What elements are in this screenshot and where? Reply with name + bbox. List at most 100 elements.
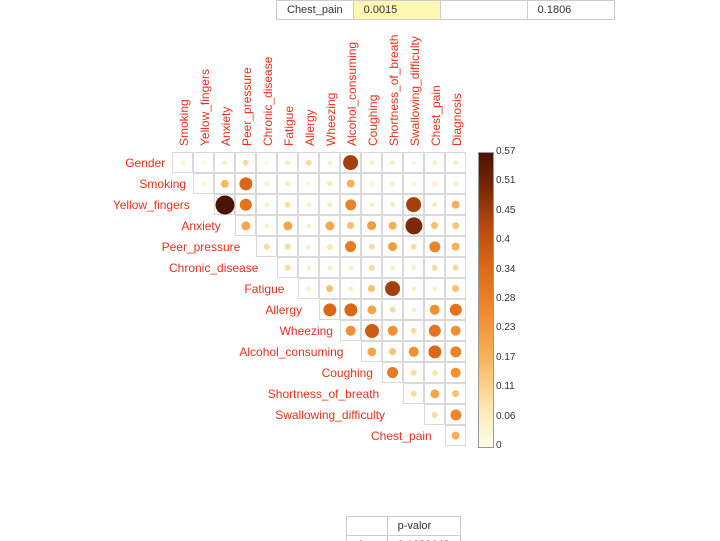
colorbar-tick: 0.11 bbox=[496, 381, 515, 392]
correlation-dot bbox=[452, 390, 460, 398]
correlation-dot bbox=[215, 195, 234, 214]
row-label: Yellow_fingers bbox=[113, 198, 190, 212]
top-cell-0: 0.0015 bbox=[353, 1, 440, 20]
col-label: Chest_pain bbox=[429, 85, 443, 146]
correlation-dot bbox=[284, 243, 291, 250]
row-label: Anxiety bbox=[181, 219, 220, 233]
correlation-dot bbox=[411, 265, 417, 271]
correlation-dot bbox=[285, 181, 291, 187]
top-cell-1 bbox=[440, 1, 527, 20]
correlation-dot bbox=[388, 242, 398, 252]
top-pvalue-row: Chest_pain 0.0015 0.1806 bbox=[276, 0, 615, 20]
correlation-dot bbox=[368, 243, 375, 250]
correlation-dot bbox=[410, 390, 417, 397]
correlation-dot bbox=[368, 285, 376, 293]
correlation-dot bbox=[264, 160, 269, 165]
correlation-dot bbox=[451, 200, 460, 209]
bottom-header: p-valor bbox=[387, 517, 460, 536]
col-label: Shortness_of_breath bbox=[387, 35, 401, 146]
row-label: Coughing bbox=[322, 366, 373, 380]
correlation-dot bbox=[453, 160, 459, 166]
bottom-row-label: Age bbox=[347, 536, 388, 541]
colorbar-tick: 0.28 bbox=[496, 293, 515, 304]
col-label: Anxiety bbox=[219, 107, 233, 146]
correlation-dot bbox=[410, 243, 417, 250]
row-label: Swallowing_difficulty bbox=[275, 408, 385, 422]
row-label: Allergy bbox=[265, 303, 302, 317]
correlation-dot bbox=[390, 202, 396, 208]
row-label: Alcohol_consuming bbox=[239, 345, 343, 359]
correlation-dot bbox=[410, 327, 417, 334]
correlation-dot bbox=[452, 264, 459, 271]
correlation-dot bbox=[327, 181, 333, 187]
colorbar-tick: 0 bbox=[496, 440, 502, 451]
colorbar-tick: 0.45 bbox=[496, 205, 515, 216]
correlation-dot bbox=[389, 306, 396, 313]
correlation-dot bbox=[387, 325, 398, 336]
correlation-dot bbox=[450, 325, 461, 336]
top-cell-2: 0.1806 bbox=[527, 1, 614, 20]
col-label: Chronic_disease bbox=[261, 57, 275, 146]
bottom-blank-header bbox=[347, 517, 388, 536]
correlation-dot bbox=[451, 431, 460, 440]
correlation-dot bbox=[285, 160, 291, 166]
correlation-dot bbox=[452, 222, 460, 230]
correlation-dot bbox=[429, 304, 440, 315]
correlation-dot bbox=[346, 179, 355, 188]
correlation-dot bbox=[343, 155, 359, 171]
correlation-dot bbox=[431, 222, 439, 230]
correlation-dot bbox=[411, 160, 416, 165]
correlation-dot bbox=[451, 242, 460, 251]
correlation-dot bbox=[368, 264, 375, 271]
correlation-dot bbox=[345, 325, 356, 336]
correlation-dot bbox=[388, 221, 397, 230]
col-label: Smoking bbox=[177, 99, 191, 146]
col-label: Peer_pressure bbox=[240, 67, 254, 146]
correlation-matrix: GenderSmokingYellow_fingersAnxietyPeer_p… bbox=[172, 152, 466, 446]
row-label: Gender bbox=[125, 156, 165, 170]
correlation-dot bbox=[326, 285, 334, 293]
row-label: Fatigue bbox=[244, 282, 284, 296]
correlation-dot bbox=[365, 324, 379, 338]
colorbar bbox=[478, 152, 494, 448]
correlation-dot bbox=[201, 160, 206, 165]
correlation-dot bbox=[385, 281, 401, 297]
colorbar-tick: 0.06 bbox=[496, 411, 515, 422]
row-label: Shortness_of_breath bbox=[268, 387, 379, 401]
colorbar-tick: 0.23 bbox=[496, 322, 515, 333]
correlation-dot bbox=[389, 348, 397, 356]
row-label: Chronic_disease bbox=[169, 261, 258, 275]
correlation-dot bbox=[263, 243, 270, 250]
correlation-dot bbox=[305, 159, 312, 166]
correlation-dot bbox=[367, 221, 377, 231]
col-label: Alcohol_consuming bbox=[345, 42, 359, 146]
col-label: Coughing bbox=[366, 95, 380, 146]
col-label: Fatigue bbox=[282, 106, 296, 146]
row-label: Chest_pain bbox=[371, 429, 432, 443]
correlation-dot bbox=[345, 241, 357, 253]
correlation-dot bbox=[452, 285, 460, 293]
correlation-dot bbox=[327, 202, 333, 208]
col-label: Yellow_fingers bbox=[198, 69, 212, 146]
correlation-dot bbox=[306, 181, 311, 186]
col-label: Diagnosis bbox=[450, 93, 464, 146]
correlation-dot bbox=[201, 181, 206, 186]
colorbar-tick: 0.51 bbox=[496, 175, 515, 186]
top-row-label: Chest_pain bbox=[277, 1, 354, 20]
correlation-dot bbox=[284, 264, 291, 271]
col-label: Allergy bbox=[303, 109, 317, 146]
correlation-dot bbox=[410, 369, 417, 376]
colorbar-tick: 0.17 bbox=[496, 352, 515, 363]
correlation-dot bbox=[387, 367, 399, 379]
colorbar-tick: 0.4 bbox=[496, 234, 510, 245]
correlation-dot bbox=[406, 197, 422, 213]
correlation-dot bbox=[411, 181, 416, 186]
col-label: Wheezing bbox=[324, 93, 338, 146]
correlation-dot bbox=[431, 264, 438, 271]
col-label: Swallowing_difficulty bbox=[408, 36, 422, 146]
bottom-value: 0.1822642 bbox=[387, 536, 460, 541]
correlation-dot bbox=[242, 159, 249, 166]
correlation-dot bbox=[284, 201, 291, 208]
correlation-dot bbox=[432, 202, 438, 208]
correlation-dot bbox=[390, 160, 396, 166]
